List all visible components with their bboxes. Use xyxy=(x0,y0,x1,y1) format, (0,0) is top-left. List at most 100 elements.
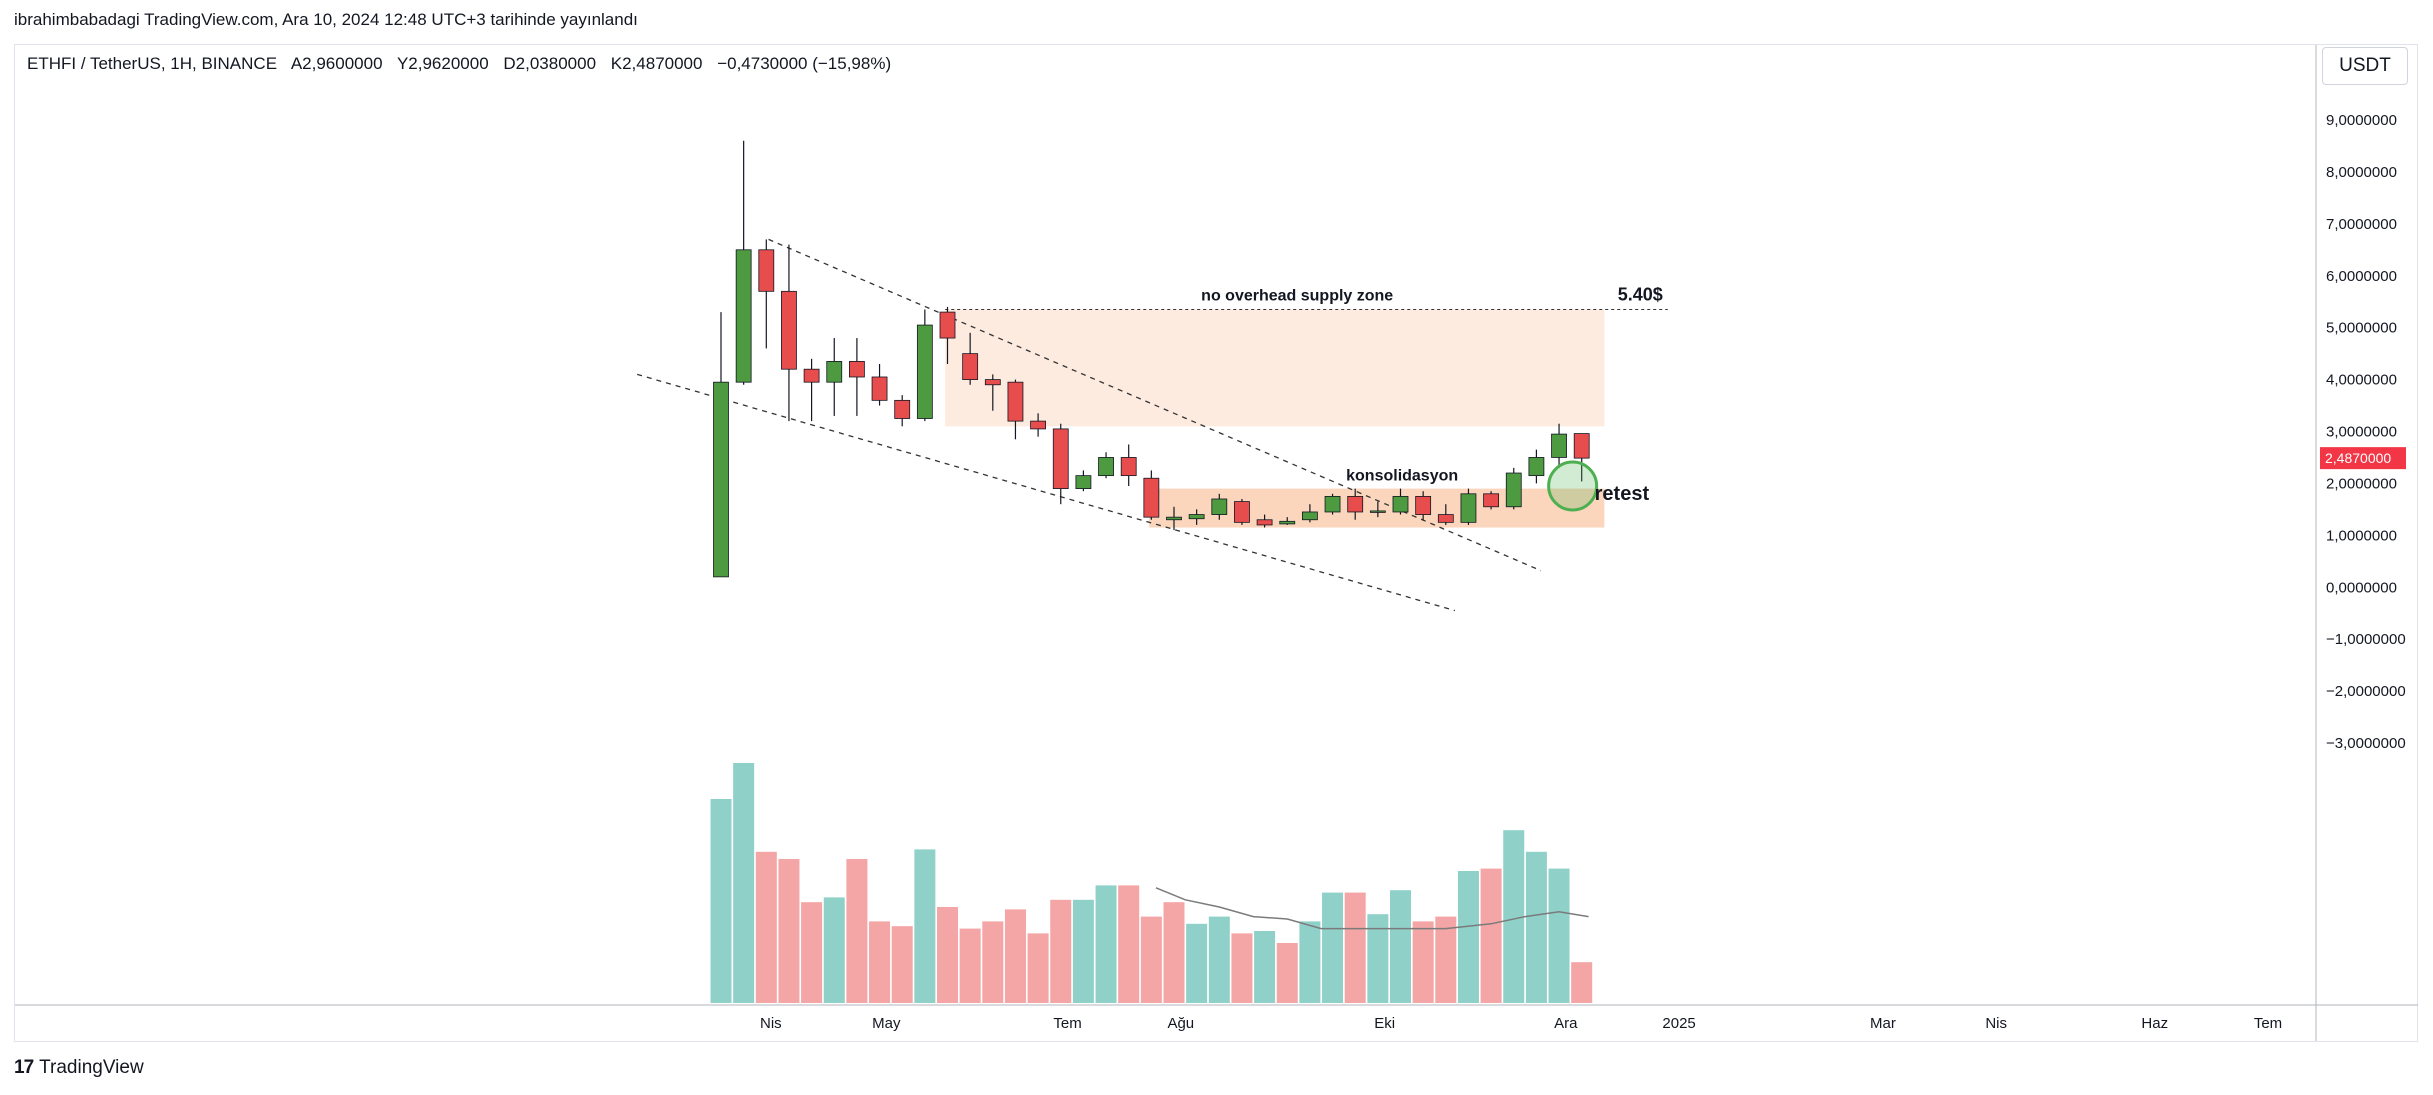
time-tick-label: Ara xyxy=(1554,1015,1578,1032)
price-tick-label: 7,0000000 xyxy=(2326,216,2397,233)
volume-bar xyxy=(891,926,913,1003)
candle-up xyxy=(1075,475,1092,490)
price-tick-label: 3,0000000 xyxy=(2326,424,2397,441)
volume-bar xyxy=(1118,885,1140,1003)
volume-bar xyxy=(1095,885,1117,1003)
volume-bar xyxy=(1186,923,1208,1003)
price-tick-label: 8,0000000 xyxy=(2326,164,2397,181)
low-value: D2,0380000 xyxy=(503,54,597,73)
volume-bar xyxy=(1344,892,1366,1003)
candle-down xyxy=(962,353,979,380)
price-tick-label: −3,0000000 xyxy=(2326,735,2406,752)
candle-down xyxy=(1030,420,1046,430)
candle-down xyxy=(1483,493,1499,508)
candle-down xyxy=(1256,519,1273,526)
price-tick-label: 4,0000000 xyxy=(2326,372,2397,389)
candle-up xyxy=(916,324,933,419)
candle-down xyxy=(1347,495,1364,513)
candle-up xyxy=(1505,472,1522,508)
volume-bar xyxy=(869,921,891,1003)
last-price-label: 2,4870000 xyxy=(2325,450,2391,466)
candle-down xyxy=(894,399,911,419)
candle-up xyxy=(826,361,843,383)
volume-bar xyxy=(1254,931,1276,1003)
volume-bar xyxy=(1435,916,1457,1003)
candle-down xyxy=(1234,501,1250,523)
candle-up xyxy=(1460,493,1477,523)
price-tick-label: 5,0000000 xyxy=(2326,320,2397,337)
last-price-badge xyxy=(2320,447,2406,470)
candle-down xyxy=(1007,381,1024,422)
retest-circle xyxy=(1547,460,1599,512)
volume-bar xyxy=(959,928,981,1003)
time-tick-label: Mar xyxy=(1870,1015,1896,1032)
symbol-legend: ETHFI / TetherUS, 1H, BINANCE A2,9600000… xyxy=(27,54,901,74)
candle-up xyxy=(1098,457,1114,477)
trendline-1 xyxy=(637,373,1456,612)
candle-down xyxy=(1052,428,1069,490)
close-value: K2,4870000 xyxy=(610,54,703,73)
volume-bar xyxy=(1299,921,1321,1003)
candle-up xyxy=(1302,511,1318,521)
time-tick-label: Tem xyxy=(2254,1015,2282,1032)
volume-bar xyxy=(710,799,732,1003)
candle-up xyxy=(1211,498,1228,515)
price-tick-label: 0,0000000 xyxy=(2326,579,2397,596)
candle-up xyxy=(1369,510,1386,513)
tradingview-logo[interactable]: 17 TradingView xyxy=(14,1057,144,1079)
brand-name: TradingView xyxy=(39,1057,144,1078)
candle-up xyxy=(1392,495,1409,513)
volume-bar xyxy=(1027,933,1049,1003)
symbol-name[interactable]: ETHFI / TetherUS, 1H, BINANCE xyxy=(27,54,278,73)
volume-ma-line xyxy=(1155,887,1589,930)
candle-up xyxy=(1166,516,1182,521)
time-tick-label: Ağu xyxy=(1167,1015,1194,1032)
volume-bar xyxy=(1050,899,1072,1003)
volume-bar xyxy=(823,897,845,1003)
candle-up xyxy=(1324,495,1341,513)
volume-bar xyxy=(1276,943,1298,1003)
time-tick-label: Nis xyxy=(1985,1015,2007,1032)
candle-down xyxy=(1573,433,1590,459)
supply-zone xyxy=(945,309,1605,427)
time-tick-label: Tem xyxy=(1053,1015,1081,1032)
price-tick-label: 6,0000000 xyxy=(2326,268,2397,285)
currency-button[interactable]: USDT xyxy=(2322,47,2408,85)
time-tick-label: Eki xyxy=(1374,1015,1395,1032)
volume-bar xyxy=(914,849,936,1003)
price-tick-label: 9,0000000 xyxy=(2326,112,2397,129)
volume-bar xyxy=(733,763,755,1003)
candle-down xyxy=(939,311,956,339)
volume-bar xyxy=(1140,916,1162,1003)
volume-bar xyxy=(1548,868,1570,1003)
high-value: Y2,9620000 xyxy=(396,54,489,73)
volume-bar xyxy=(1480,868,1502,1003)
trendline-2 xyxy=(768,238,1542,572)
open-value: A2,9600000 xyxy=(290,54,383,73)
volume-bar xyxy=(801,902,823,1003)
candle-down xyxy=(984,379,1001,386)
time-tick-label: Haz xyxy=(2141,1015,2168,1032)
candle-up xyxy=(1551,433,1567,458)
volume-bar xyxy=(846,859,868,1003)
consolidation-label: konsolidasyon xyxy=(1346,468,1458,485)
time-tick-label: 2025 xyxy=(1662,1015,1695,1032)
price-tick-label: −2,0000000 xyxy=(2326,683,2406,700)
time-tick-label: May xyxy=(872,1015,901,1032)
candle-down xyxy=(849,361,865,378)
change-value: −0,4730000 (−15,98%) xyxy=(717,54,892,73)
candle-down xyxy=(758,249,775,292)
volume-bar xyxy=(1412,921,1434,1003)
candle-down xyxy=(1120,457,1137,477)
volume-bar xyxy=(1231,933,1253,1003)
volume-bar xyxy=(755,851,777,1003)
candle-down xyxy=(1437,514,1454,523)
candle-down xyxy=(803,368,820,383)
chart-frame xyxy=(14,44,2418,1042)
candle-up xyxy=(713,381,729,578)
candle-up xyxy=(1528,457,1545,477)
price-tick-label: 2,0000000 xyxy=(2326,475,2397,492)
volume-bar xyxy=(1503,830,1525,1003)
volume-bar xyxy=(1208,916,1230,1003)
